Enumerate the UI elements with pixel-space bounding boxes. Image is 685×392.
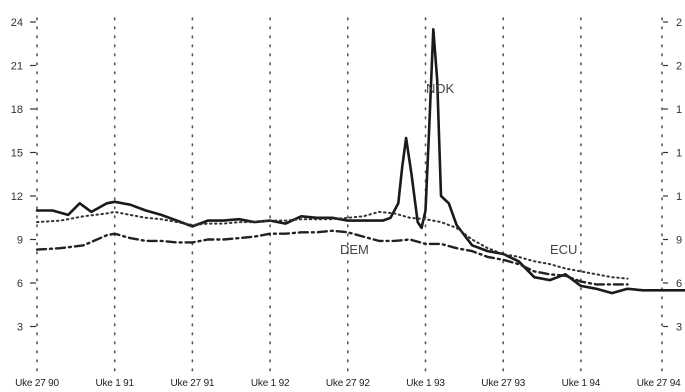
y-tick-label-left-18: 18: [11, 104, 23, 116]
y-tick-label-right-6: 6: [676, 278, 682, 290]
labels: NOK DEM ECU Uke 27 90 Uke 1 91 Uke 27 91 Uk…: [11, 17, 682, 389]
y-tick-label-right-15: 1: [676, 148, 682, 160]
y-tick-label-left-15: 15: [11, 148, 23, 160]
y-tick-label-right-12: 1: [676, 191, 682, 203]
y-tick-label-right-24: 2: [676, 17, 682, 29]
y-tick-label-right-21: 2: [676, 61, 682, 73]
x-tick-label-0: Uke 27 90: [15, 378, 59, 389]
y-tick-label-left-24: 24: [11, 17, 23, 29]
y-tick-label-right-9: 9: [676, 235, 682, 247]
series-label-nok: NOK: [426, 81, 455, 96]
series-lines: [35, 27, 685, 295]
y-tick-label-left-6: 6: [17, 278, 23, 290]
vertical-grid: [113, 17, 582, 373]
x-tick-label-6: Uke 27 93: [481, 378, 525, 389]
x-tick-label-5: Uke 1 93: [406, 378, 445, 389]
y-tick-label-right-3: 3: [676, 322, 682, 334]
x-tick-label-7: Uke 1 94: [562, 378, 601, 389]
series-line-ecu: [36, 210, 629, 280]
y-tick-label-left-21: 21: [11, 61, 23, 73]
series-label-dem: DEM: [340, 242, 369, 257]
y-tick-label-right-18: 1: [676, 104, 682, 116]
series-line-nok: [35, 27, 685, 295]
series-line-dem: [35, 229, 629, 286]
y-tick-label-left-12: 12: [11, 191, 23, 203]
x-tick-label-1: Uke 1 91: [95, 378, 134, 389]
x-tick-label-8: Uke 27 94: [637, 378, 681, 389]
y-tick-label-left-3: 3: [17, 322, 23, 334]
y-axes: [30, 17, 668, 373]
y-tick-label-left-9: 9: [17, 235, 23, 247]
series-label-ecu: ECU: [550, 242, 577, 257]
x-tick-label-4: Uke 27 92: [326, 378, 370, 389]
x-tick-label-3: Uke 1 92: [251, 378, 290, 389]
x-tick-label-2: Uke 27 91: [171, 378, 215, 389]
